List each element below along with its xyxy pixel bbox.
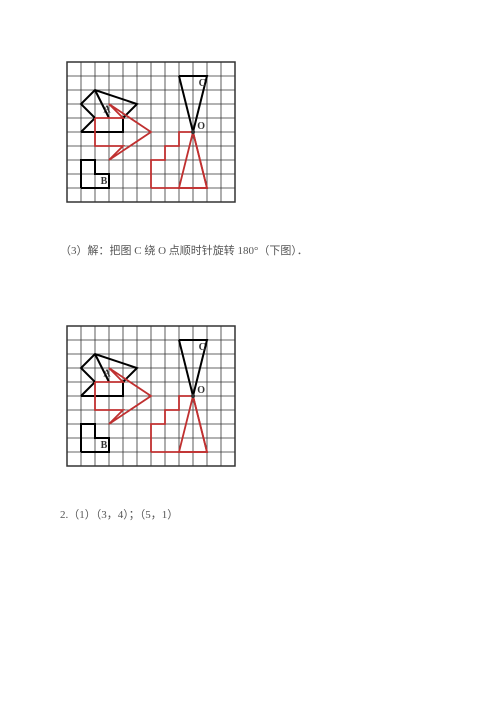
svg-text:C: C bbox=[199, 78, 206, 89]
grid-figure-1: A B C O bbox=[65, 60, 445, 204]
svg-text:O: O bbox=[197, 385, 205, 396]
answer-text-2: 2.（1）（3，4）；（5，1） bbox=[60, 506, 445, 522]
svg-text:A: A bbox=[103, 104, 111, 115]
svg-text:O: O bbox=[197, 121, 205, 132]
grid-figure-2: A B C O bbox=[65, 324, 445, 468]
svg-text:B: B bbox=[101, 440, 108, 451]
svg-text:A: A bbox=[103, 368, 111, 379]
solution-text-1: （3）解：把图 C 绕 O 点顺时针旋转 180°（下图）． bbox=[60, 242, 445, 258]
svg-text:B: B bbox=[101, 176, 108, 187]
svg-text:C: C bbox=[199, 342, 206, 353]
